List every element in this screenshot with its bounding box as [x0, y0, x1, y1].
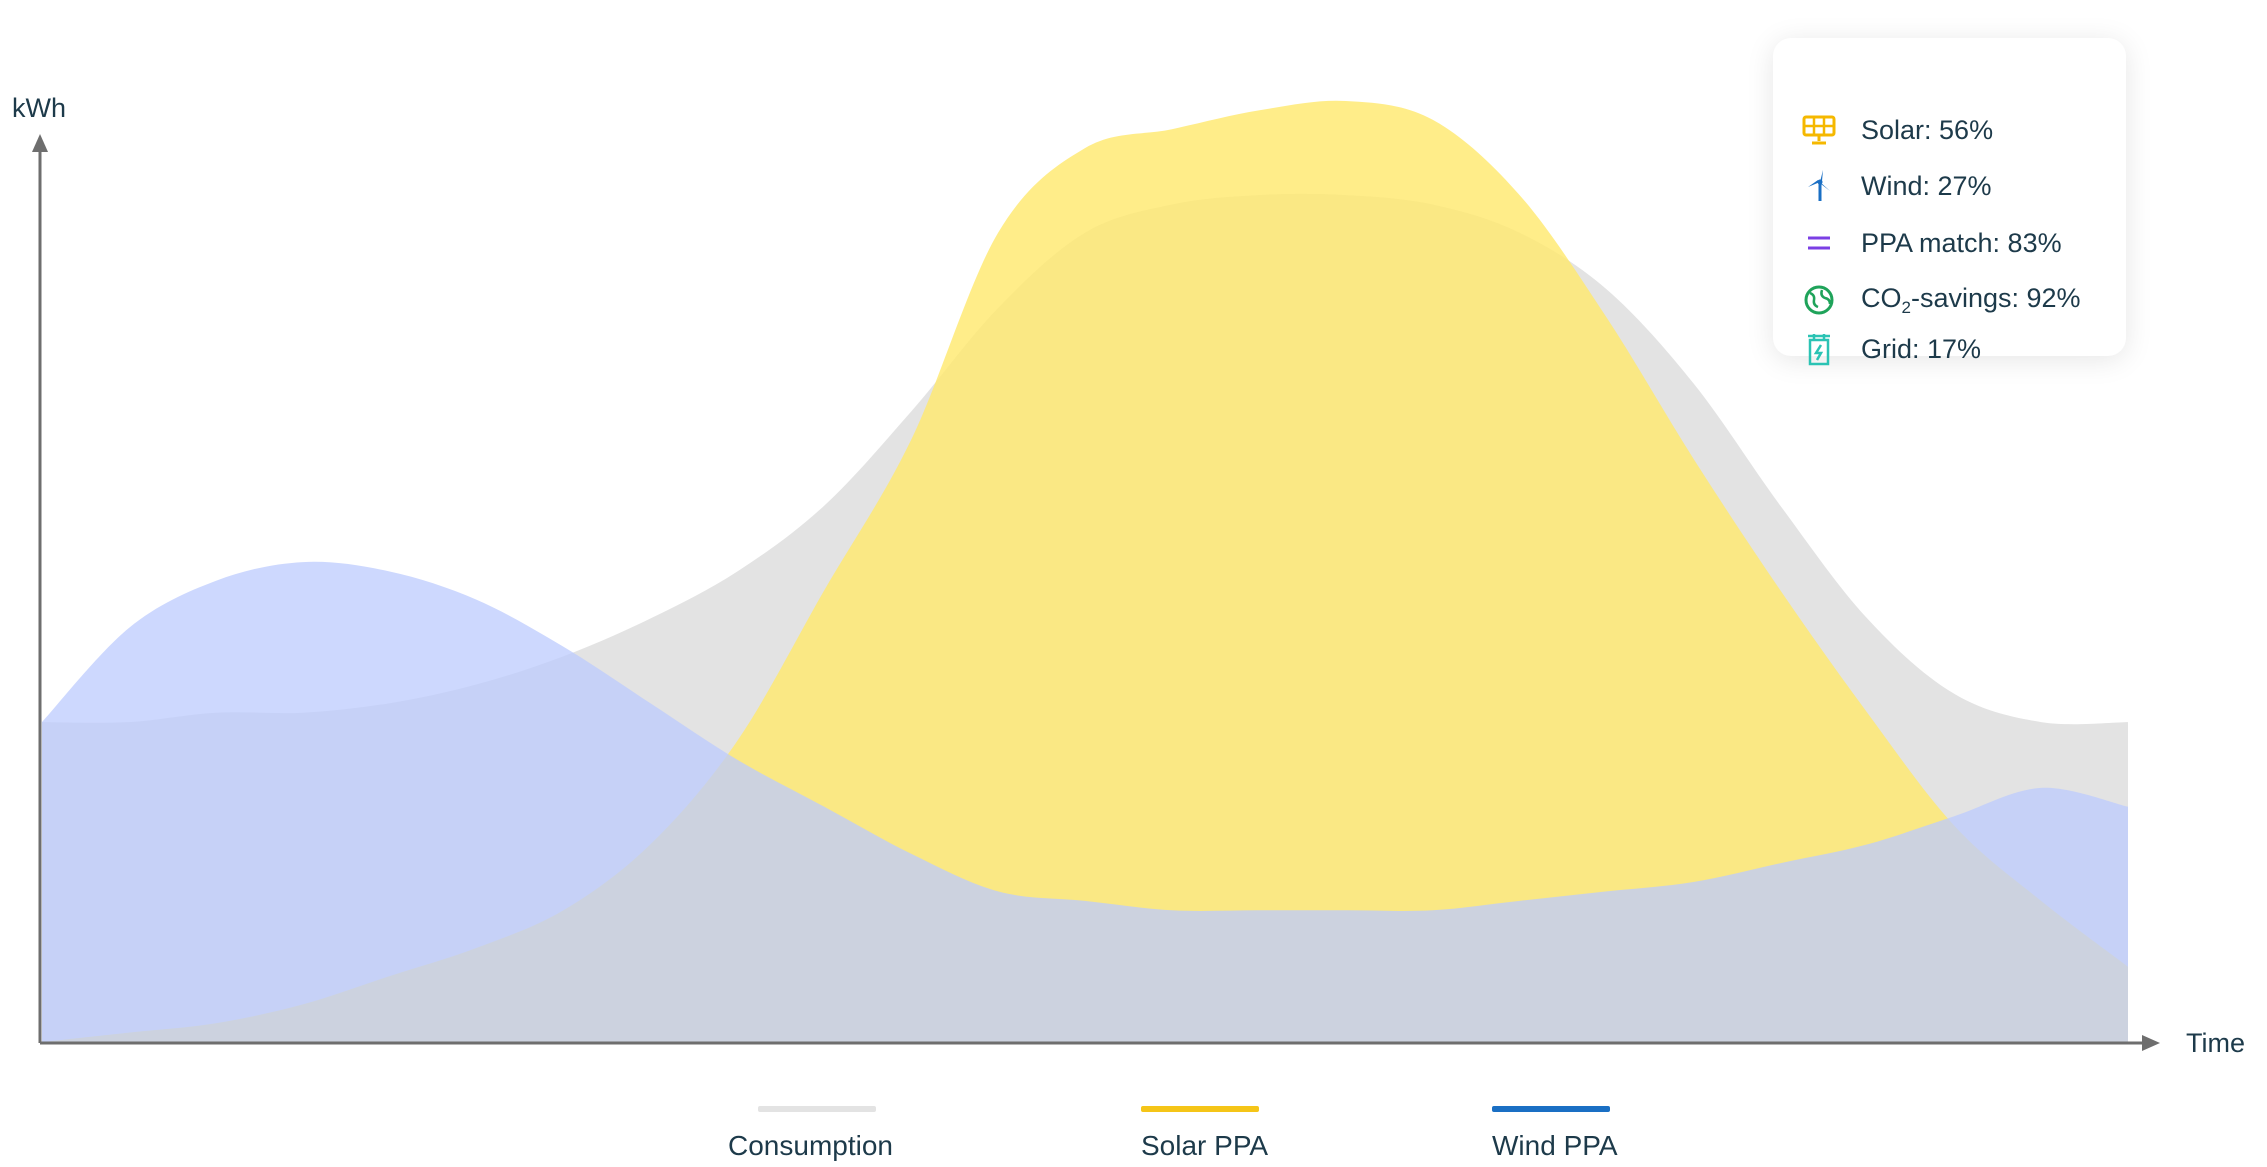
globe-leaf-icon: [1801, 282, 1837, 318]
stat-grid-label: Grid: 17%: [1861, 333, 1982, 364]
grid-tower-icon: [1801, 331, 1837, 367]
stats-card: Solar: 56% Wind: 27% PPA match: 83%: [1773, 38, 2126, 366]
area-solar-ppa: [42, 100, 2128, 1042]
stat-solar: Solar: 56%: [1801, 108, 1993, 152]
stat-wind: Wind: 27%: [1801, 164, 1992, 208]
stat-grid: Grid: 17%: [1801, 327, 1981, 371]
stat-solar-label: Solar: 56%: [1861, 114, 1994, 145]
stat-wind-label: Wind: 27%: [1861, 170, 1992, 201]
legend-swatch-consumption: [758, 1106, 876, 1112]
stat-co2: CO2-savings: 92%: [1801, 278, 2081, 322]
chart-areas: [42, 100, 2128, 1042]
legend-label-consumption: Consumption: [728, 1130, 893, 1161]
area-wind-ppa: [42, 561, 2128, 1042]
equals-icon: [1801, 225, 1837, 261]
solar-panel-icon: [1801, 112, 1837, 148]
axes: [32, 134, 2160, 1051]
x-axis-arrow: [2142, 1035, 2160, 1051]
legend-swatch-solar: [1141, 1106, 1259, 1112]
x-axis-label: Time: [2186, 1028, 2245, 1058]
wind-turbine-icon: [1801, 168, 1837, 204]
legend-label-solar: Solar PPA: [1141, 1130, 1269, 1161]
legend-label-wind: Wind PPA: [1492, 1130, 1618, 1161]
stat-co2-label: CO2-savings: 92%: [1861, 282, 2081, 317]
legend-swatch-wind: [1492, 1106, 1610, 1112]
y-axis-label: kWh: [12, 93, 66, 123]
stat-ppa-match-label: PPA match: 83%: [1861, 227, 2062, 258]
stat-ppa-match: PPA match: 83%: [1801, 221, 2062, 265]
y-axis-arrow: [32, 134, 48, 152]
